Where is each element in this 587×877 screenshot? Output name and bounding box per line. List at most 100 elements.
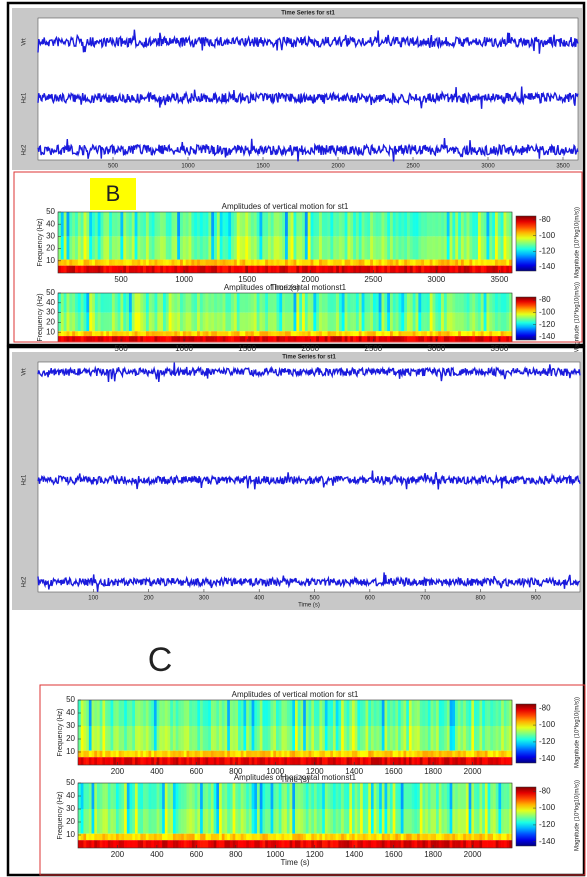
spectrogram-cell bbox=[270, 700, 274, 726]
spectrogram-cell bbox=[186, 700, 190, 726]
spectrogram-cell bbox=[253, 331, 257, 337]
spectrogram-cell bbox=[493, 700, 497, 726]
spectrogram-cell bbox=[178, 833, 182, 841]
spectrogram-cell bbox=[219, 757, 223, 765]
spectrogram-cell bbox=[373, 750, 377, 758]
spectrogram-cell bbox=[229, 726, 233, 751]
spectrogram-cell bbox=[319, 700, 323, 726]
spectrogram-cell bbox=[347, 331, 351, 337]
spectrogram-cell bbox=[257, 726, 261, 751]
spectrogram-cell bbox=[387, 840, 391, 848]
spectrogram-cell bbox=[197, 312, 201, 332]
spectrogram-cell bbox=[228, 259, 232, 266]
spectrogram-cell bbox=[191, 336, 195, 342]
spectrogram-cell bbox=[384, 700, 388, 726]
spectrogram-cell bbox=[160, 331, 164, 337]
spectrogram-cell bbox=[304, 236, 308, 260]
spectrogram-cell bbox=[355, 212, 360, 237]
spectrogram-cell bbox=[449, 726, 453, 751]
spectrogram-cell bbox=[91, 783, 95, 809]
spectrogram-cell bbox=[452, 212, 456, 237]
spectrogram-cell bbox=[430, 833, 434, 841]
spectrogram-cell bbox=[341, 783, 345, 809]
spectrogram-cell bbox=[290, 293, 294, 313]
spectrogram-cell bbox=[148, 726, 152, 751]
spectrogram-cell bbox=[257, 840, 261, 848]
spectrogram-cell bbox=[172, 840, 176, 848]
chart-title: Amplitudes of vertical motion for st1 bbox=[222, 202, 349, 211]
spectrogram-cell bbox=[446, 783, 450, 809]
spectrogram-cell bbox=[171, 265, 175, 273]
spectrogram-cell bbox=[324, 331, 328, 337]
spectrogram-cell bbox=[205, 293, 209, 313]
spectrogram-cell bbox=[458, 259, 462, 266]
spectrogram-cell bbox=[86, 700, 90, 726]
spectrogram-cell bbox=[148, 840, 152, 848]
spectrogram-cell bbox=[429, 293, 433, 313]
spectrogram-cell bbox=[483, 259, 487, 266]
spectrogram-cell bbox=[308, 726, 312, 751]
spectrogram-cell bbox=[471, 783, 475, 809]
spectrogram-cell bbox=[304, 331, 308, 337]
spectrogram-cell bbox=[497, 312, 501, 332]
spectrogram-cell bbox=[276, 312, 280, 332]
spectrogram-cell bbox=[94, 757, 98, 765]
spectrogram-cell bbox=[156, 840, 160, 848]
spectrogram-cell bbox=[197, 236, 201, 260]
spectrogram-cell bbox=[311, 757, 315, 765]
spectrogram-cell bbox=[229, 840, 233, 848]
spectrogram-cell bbox=[238, 726, 242, 751]
colorbar-label: Magnitude (10*log10(m/s)) bbox=[575, 207, 581, 278]
spectrogram-cell bbox=[267, 726, 271, 751]
spectrogram-cell bbox=[333, 259, 337, 266]
spectrogram-cell bbox=[375, 259, 379, 266]
spectrogram-cell bbox=[353, 259, 357, 266]
spectrogram-cell bbox=[180, 265, 184, 273]
spectrogram-cell bbox=[392, 212, 396, 237]
spectrogram-cell bbox=[477, 293, 482, 313]
spectrogram-cell bbox=[185, 259, 189, 266]
spectrogram-cell bbox=[143, 809, 147, 834]
x-tick-label: 1500 bbox=[238, 344, 256, 353]
spectrogram-cell bbox=[248, 331, 252, 337]
spectrogram-cell bbox=[404, 236, 408, 260]
spectrogram-cell bbox=[343, 757, 347, 765]
spectrogram-cell bbox=[404, 336, 408, 342]
spectrogram-cell bbox=[222, 212, 226, 237]
spectrogram-cell bbox=[493, 726, 497, 751]
spectrogram-cell bbox=[415, 265, 419, 273]
spectrogram-cell bbox=[297, 757, 301, 765]
spectrogram-cell bbox=[321, 312, 326, 332]
spectrogram-cell bbox=[66, 293, 70, 313]
trace-label: Vrt bbox=[22, 38, 28, 46]
spectrogram-cell bbox=[88, 757, 92, 765]
spectrogram-cell bbox=[117, 293, 121, 313]
spectrogram-cell bbox=[313, 331, 317, 337]
spectrogram-cell bbox=[341, 336, 345, 342]
spectrogram-cell bbox=[140, 700, 144, 726]
spectrogram-cell bbox=[457, 750, 461, 758]
spectrogram-cell bbox=[245, 336, 249, 342]
spectrogram-cell bbox=[92, 259, 96, 266]
spectrogram-cell bbox=[338, 293, 343, 313]
spectrogram-cell bbox=[151, 236, 155, 260]
spectrogram-cell bbox=[224, 750, 228, 758]
spectrogram-cell bbox=[236, 331, 240, 337]
spectrogram-cell bbox=[273, 236, 277, 260]
spectrogram-cell bbox=[387, 212, 391, 237]
spectrogram-cell bbox=[129, 750, 133, 758]
spectrogram-cell bbox=[422, 750, 426, 758]
spectrogram-cell bbox=[311, 726, 315, 751]
colorbar bbox=[515, 703, 537, 764]
spectrogram-cell bbox=[118, 783, 122, 809]
spectrogram-cell bbox=[197, 265, 201, 273]
spectrogram-cell bbox=[123, 312, 127, 332]
y-tick-label: 10 bbox=[66, 830, 75, 839]
spectrogram-cell bbox=[351, 809, 355, 834]
spectrogram-cell bbox=[159, 783, 163, 809]
x-tick-label: 1000 bbox=[266, 767, 284, 776]
spectrogram-cell bbox=[194, 809, 198, 834]
spectrogram-cell bbox=[231, 236, 235, 260]
spectrogram-cell bbox=[460, 757, 464, 765]
spectrogram-cell bbox=[477, 259, 482, 266]
